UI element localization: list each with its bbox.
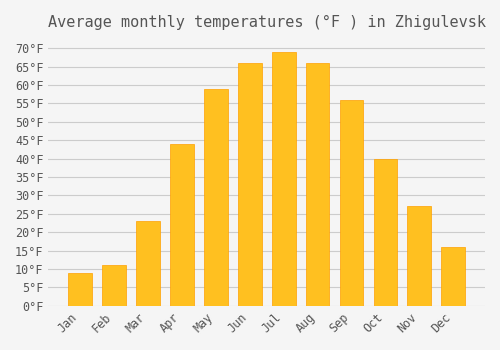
Bar — [340, 100, 363, 306]
Bar — [136, 221, 160, 306]
Bar — [374, 159, 398, 306]
Bar — [102, 265, 126, 306]
Bar — [68, 273, 92, 306]
Bar — [272, 52, 295, 306]
Bar — [408, 206, 431, 306]
Title: Average monthly temperatures (°F ) in Zhigulevsk: Average monthly temperatures (°F ) in Zh… — [48, 15, 486, 30]
Bar — [442, 247, 465, 306]
Bar — [204, 89, 228, 306]
Bar — [170, 144, 194, 306]
Bar — [306, 63, 330, 306]
Bar — [238, 63, 262, 306]
